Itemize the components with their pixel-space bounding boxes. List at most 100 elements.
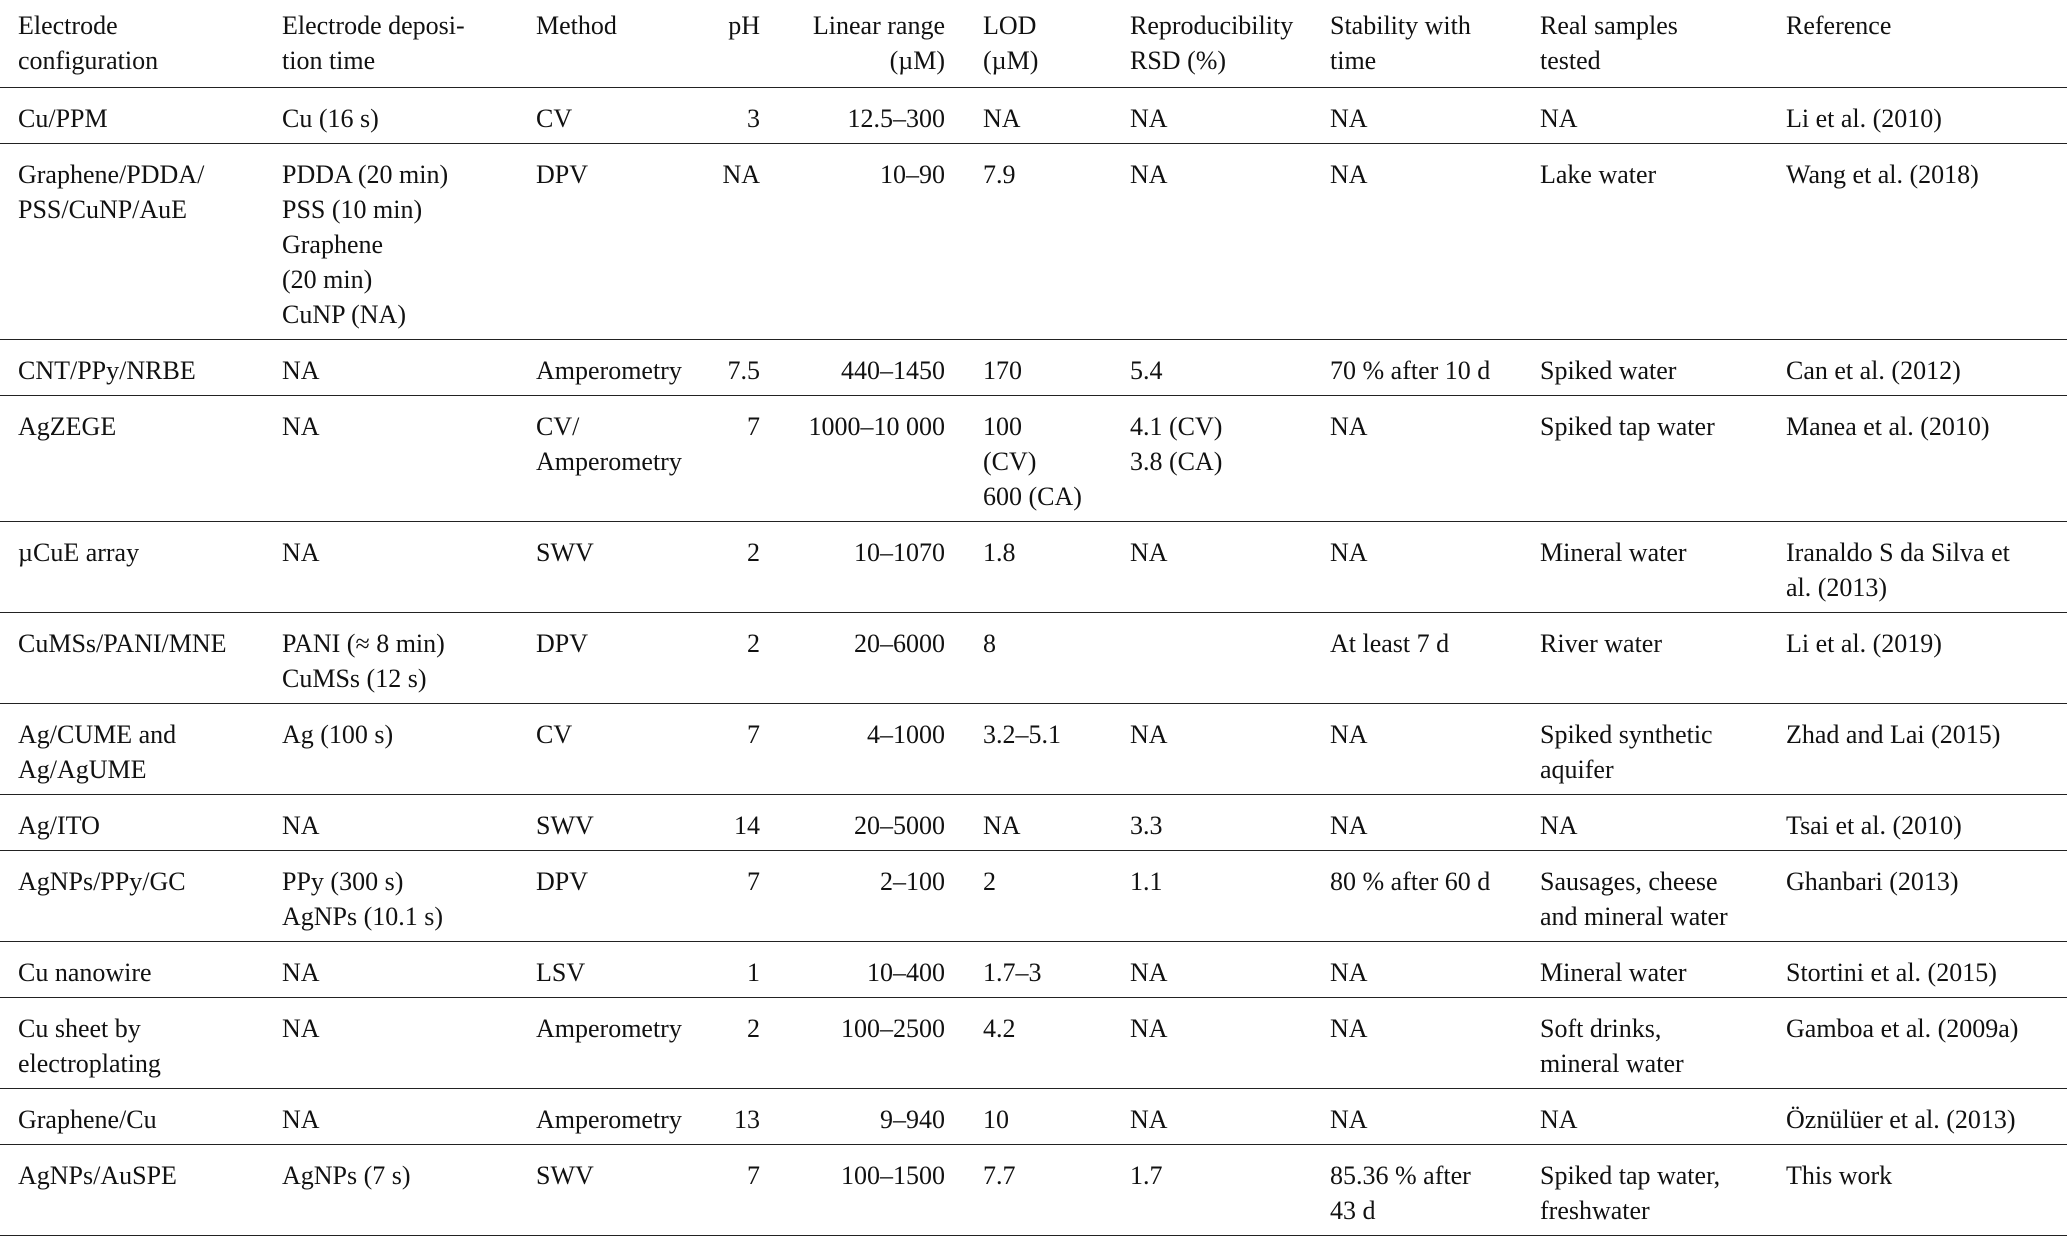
table-cell: 13 (700, 1088, 775, 1145)
table-row: Ag/ITO NA SWV 14 20–5000 NA 3.3 NA NA Tsai et al.… (0, 794, 2067, 851)
table-cell: 170 (983, 339, 1130, 396)
header-cell: Method (536, 0, 700, 88)
table-cell: 7 (700, 1144, 775, 1236)
table-cell: PANI (≈ 8 min) CuMSs (12 s) (282, 612, 536, 704)
table-cell: 1.8 (983, 521, 1130, 613)
table-cell: AgNPs/AuSPE (0, 1144, 282, 1236)
table-cell: DPV (536, 850, 700, 942)
table-cell: Mineral water (1540, 941, 1786, 998)
table-cell: Spiked tap water, freshwater (1540, 1144, 1786, 1236)
table-cell: Lake water (1540, 143, 1786, 340)
table-row: Cu sheet by electroplating NA Amperometry 2… (0, 997, 2067, 1089)
table-cell: AgZEGE (0, 395, 282, 522)
table-cell: 3.2–5.1 (983, 703, 1130, 795)
table-row: Cu/PPM Cu (16 s) CV 3 12.5–300 NA NA NA NA Li et … (0, 87, 2067, 144)
table-cell: Gamboa et al. (2009a) (1786, 997, 2067, 1089)
table-cell: DPV (536, 612, 700, 704)
table-cell: 10–400 (775, 941, 983, 998)
table-cell: NA (1330, 87, 1540, 144)
header-row: Electrode configuration Electrode deposi-… (0, 0, 2067, 88)
table-cell: 10–1070 (775, 521, 983, 613)
table-cell: 1.7–3 (983, 941, 1130, 998)
table-cell: AgNPs/PPy/GC (0, 850, 282, 942)
table-row: Cu nanowire NA LSV 1 10–400 1.7–3 NA NA Mineral … (0, 941, 2067, 998)
table-row: Ag/CUME and Ag/AgUME Ag (100 s) CV 7 4–1000 3… (0, 703, 2067, 795)
table-cell: Iranaldo S da Silva et al. (2013) (1786, 521, 2067, 613)
table-cell: 20–6000 (775, 612, 983, 704)
table-cell: 3.3 (1130, 794, 1330, 851)
header-cell: Electrode deposi- tion time (282, 0, 536, 88)
table-cell: Ghanbari (2013) (1786, 850, 2067, 942)
table-cell: CV (536, 87, 700, 144)
table-cell: NA (282, 941, 536, 998)
table-cell: NA (1330, 997, 1540, 1089)
table-cell: Stortini et al. (2015) (1786, 941, 2067, 998)
table-cell: NA (1540, 794, 1786, 851)
table-cell: NA (1330, 941, 1540, 998)
table-cell: LSV (536, 941, 700, 998)
table-cell: NA (1130, 997, 1330, 1089)
table-cell: PPy (300 s) AgNPs (10.1 s) (282, 850, 536, 942)
table-cell: Mineral water (1540, 521, 1786, 613)
table-cell: Amperometry (536, 339, 700, 396)
table-cell: Cu (16 s) (282, 87, 536, 144)
table-cell: NA (1130, 87, 1330, 144)
table-cell: 8 (983, 612, 1130, 704)
table-cell: 9–940 (775, 1088, 983, 1145)
table-cell: 4.2 (983, 997, 1130, 1089)
table-cell: 10 (983, 1088, 1130, 1145)
table-cell: Graphene/PDDA/ PSS/CuNP/AuE (0, 143, 282, 340)
table-row: CuMSs/PANI/MNE PANI (≈ 8 min) CuMSs (12 s… (0, 612, 2067, 704)
table-cell: 100–2500 (775, 997, 983, 1089)
table-cell: PDDA (20 min) PSS (10 min) Graphene (20 … (282, 143, 536, 340)
table-cell: NA (282, 997, 536, 1089)
table-cell: Wang et al. (2018) (1786, 143, 2067, 340)
table-cell: Cu nanowire (0, 941, 282, 998)
table-cell: 2 (700, 612, 775, 704)
table-cell: NA (1130, 1088, 1330, 1145)
table-cell: This work (1786, 1144, 2067, 1236)
table-cell: NA (1130, 521, 1330, 613)
table-cell: 440–1450 (775, 339, 983, 396)
header-cell: LOD (µM) (983, 0, 1130, 88)
table-row: Graphene/Cu NA Amperometry 13 9–940 10 NA NA NA Ö… (0, 1088, 2067, 1145)
table-header: Electrode configuration Electrode deposi-… (0, 0, 2067, 88)
table-cell: 4–1000 (775, 703, 983, 795)
table-cell: CNT/PPy/NRBE (0, 339, 282, 396)
table-cell: 7 (700, 395, 775, 522)
table-cell: NA (1330, 1088, 1540, 1145)
table-cell: 1.1 (1130, 850, 1330, 942)
table-cell: 7 (700, 703, 775, 795)
table-cell: River water (1540, 612, 1786, 704)
header-cell: Linear range (µM) (775, 0, 983, 88)
table-cell: NA (282, 1088, 536, 1145)
table-cell: Ag/CUME and Ag/AgUME (0, 703, 282, 795)
table-cell: NA (1330, 143, 1540, 340)
table-cell: NA (282, 521, 536, 613)
table-cell: 2 (983, 850, 1130, 942)
table-cell: NA (282, 794, 536, 851)
table-cell: Tsai et al. (2010) (1786, 794, 2067, 851)
table-row: AgNPs/PPy/GC PPy (300 s) AgNPs (10.1 s) DP… (0, 850, 2067, 942)
table-cell: Öznülüer et al. (2013) (1786, 1088, 2067, 1145)
table-cell: Amperometry (536, 1088, 700, 1145)
table-cell: 4.1 (CV) 3.8 (CA) (1130, 395, 1330, 522)
table-cell: Spiked tap water (1540, 395, 1786, 522)
table-cell: CuMSs/PANI/MNE (0, 612, 282, 704)
header-cell: Stability with time (1330, 0, 1540, 88)
header-cell: Electrode configuration (0, 0, 282, 88)
table-cell: NA (700, 143, 775, 340)
table-cell: 3 (700, 87, 775, 144)
table-cell: 2 (700, 997, 775, 1089)
table-cell: Sausages, cheese and mineral water (1540, 850, 1786, 942)
table-row: CNT/PPy/NRBE NA Amperometry 7.5 440–1450 170 5… (0, 339, 2067, 396)
table-cell: CV (536, 703, 700, 795)
table-cell: Manea et al. (2010) (1786, 395, 2067, 522)
table-row: µCuE array NA SWV 2 10–1070 1.8 NA NA Mineral wa… (0, 521, 2067, 613)
table-cell: NA (282, 339, 536, 396)
table-cell: 2 (700, 521, 775, 613)
table-cell: 12.5–300 (775, 87, 983, 144)
table-cell: Ag (100 s) (282, 703, 536, 795)
